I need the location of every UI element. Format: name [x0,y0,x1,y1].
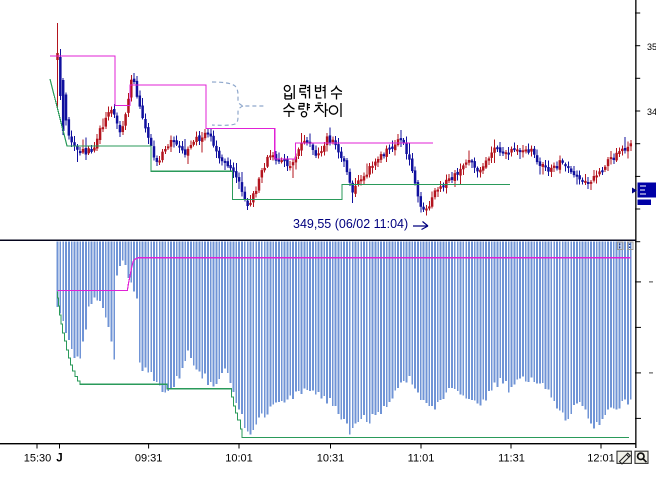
svg-text:10:31: 10:31 [317,453,345,465]
svg-text:10:01: 10:01 [225,453,253,465]
svg-text:09:31: 09:31 [135,453,163,465]
svg-text:J: J [56,453,62,465]
svg-text:349,55 (06/02 11:04): 349,55 (06/02 11:04) [293,217,408,231]
svg-text:35: 35 [647,42,656,52]
svg-text:11:31: 11:31 [498,453,525,465]
svg-text:15:30: 15:30 [24,453,52,465]
svg-text:11:01: 11:01 [408,453,435,465]
svg-text:34: 34 [647,107,656,117]
svg-text:12:01: 12:01 [587,453,615,465]
